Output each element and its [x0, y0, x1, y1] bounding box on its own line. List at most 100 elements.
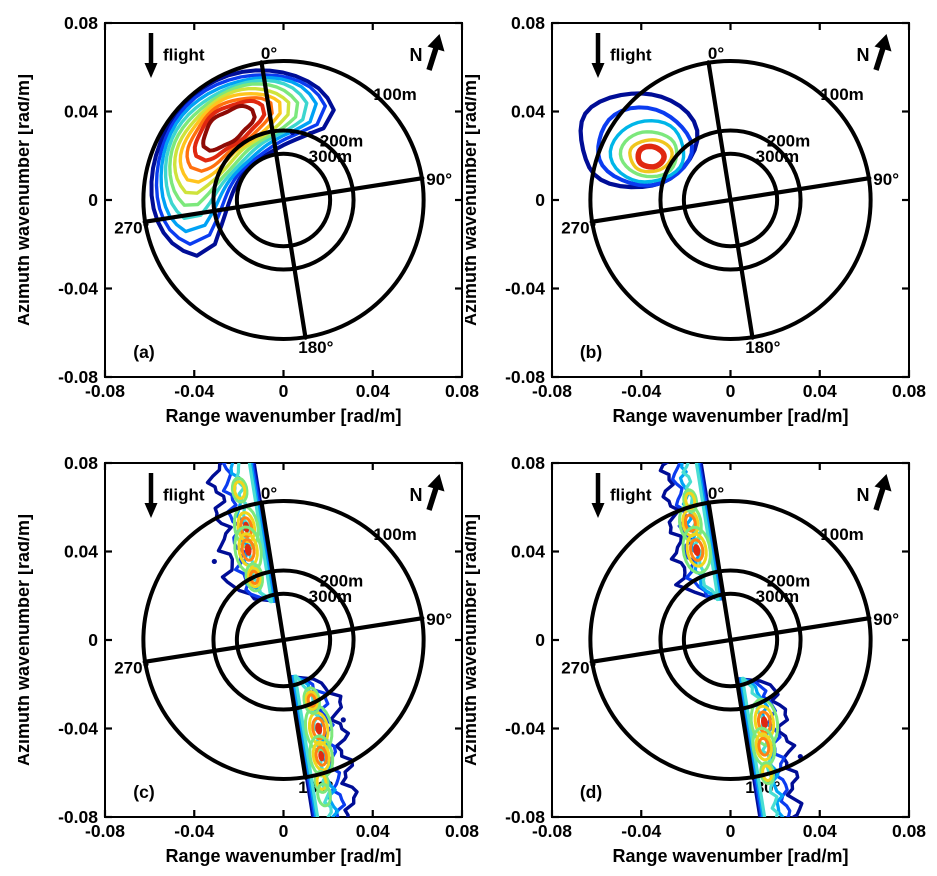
- hotspot-core: [318, 750, 325, 762]
- y-tick-label: 0.08: [64, 455, 98, 473]
- y-axis-title: Azimuth wavenumber [rad/m]: [465, 74, 480, 326]
- wavelength-ring: [234, 151, 333, 249]
- wavelength-ring: [681, 151, 780, 249]
- flight-arrow-icon: [144, 63, 158, 78]
- hotspot-ring: [689, 538, 705, 562]
- north-arrow-icon: [427, 474, 445, 492]
- contour-level: [290, 675, 347, 817]
- hotspot-ring: [313, 769, 330, 794]
- x-tick-label: 0: [279, 381, 289, 401]
- hotspot-core: [244, 543, 252, 556]
- hotspot-ring: [682, 488, 698, 514]
- x-tick-label: 0.08: [892, 381, 926, 401]
- hotspot-ring: [754, 732, 773, 762]
- north-arrow-icon: [426, 487, 439, 511]
- y-tick-label: -0.04: [58, 719, 98, 739]
- hotspot-ring: [757, 736, 771, 757]
- ring-label: 200m: [767, 131, 810, 150]
- direction-axis-line: [142, 176, 425, 224]
- contour-level: [596, 105, 694, 188]
- contour-level: [608, 119, 686, 184]
- y-tick-label: 0: [88, 190, 98, 210]
- ring-label: 300m: [309, 147, 352, 166]
- angle-label: 0°: [708, 44, 724, 63]
- hotspot-ring: [230, 476, 249, 504]
- y-tick-label: -0.08: [505, 367, 545, 387]
- wavelength-ring: [141, 499, 426, 781]
- y-tick-label: 0.04: [511, 542, 545, 562]
- x-axis-title: Range wavenumber [rad/m]: [612, 406, 848, 426]
- hotspot-ring: [761, 764, 774, 782]
- x-tick-label: 0.04: [356, 381, 390, 401]
- contour-level: [201, 103, 257, 153]
- panel-c: -0.08 -0.04 0 0.04 0.08 0.08 0.04 0 -0.04 -0.08 Ra…: [18, 455, 488, 875]
- x-tick-label: -0.08: [85, 821, 125, 841]
- flight-label: flight: [163, 46, 205, 65]
- hotspot-ring: [307, 711, 330, 747]
- contour-level: [159, 76, 318, 234]
- contour-level: [658, 463, 725, 601]
- north-arrow-icon: [873, 487, 886, 511]
- panel-letter: (b): [580, 342, 602, 362]
- contour-speck: [340, 717, 346, 723]
- x-tick-label: 0: [726, 381, 736, 401]
- hotspot-ring: [240, 538, 256, 562]
- contour-level: [168, 82, 300, 207]
- angle-label: 270°: [561, 659, 596, 678]
- north-label: N: [857, 45, 870, 65]
- hotspot-ring: [759, 761, 775, 786]
- angle-label: 180°: [745, 338, 780, 357]
- angle-label: 0°: [261, 484, 277, 503]
- ring-label: 100m: [820, 525, 863, 544]
- contour-level: [185, 96, 274, 173]
- x-tick-label: -0.08: [85, 381, 125, 401]
- x-tick-label: 0.08: [892, 821, 926, 841]
- x-tick-label: 0.04: [803, 821, 837, 841]
- hotspot-ring: [314, 745, 328, 767]
- ring-label: 200m: [320, 571, 363, 590]
- angle-label: 270°: [114, 219, 149, 238]
- north-label: N: [857, 485, 870, 505]
- hotspot-ring: [233, 480, 247, 500]
- x-tick-label: 0.04: [803, 381, 837, 401]
- y-tick-label: -0.04: [58, 279, 98, 299]
- hotspot-ring: [247, 566, 262, 589]
- y-tick-label: 0: [535, 190, 545, 210]
- x-tick-label: -0.04: [174, 821, 214, 841]
- hotspot-ring: [681, 525, 712, 575]
- hotspot-ring: [315, 773, 328, 791]
- x-tick-label: -0.08: [532, 821, 572, 841]
- north-arrow-icon: [874, 34, 892, 52]
- flight-label: flight: [610, 46, 652, 65]
- panel-a-plot: -0.08 -0.04 0 0.04 0.08 0.08 0.04 0 -0.04 -0.08 Ra…: [18, 15, 479, 426]
- ring-label: 100m: [373, 85, 416, 104]
- y-axis-title: Azimuth wavenumber [rad/m]: [18, 74, 33, 326]
- panel-letter: (a): [133, 342, 154, 362]
- x-tick-label: 0.04: [356, 821, 390, 841]
- x-axis-title: Range wavenumber [rad/m]: [165, 846, 401, 866]
- contour-level: [149, 68, 336, 258]
- hotspot-core: [761, 716, 768, 729]
- flight-label: flight: [163, 486, 205, 505]
- contour-level: [628, 138, 674, 174]
- hotspot-ring: [311, 716, 327, 741]
- wavelength-ring: [658, 568, 803, 712]
- panel-c-plot: -0.08 -0.04 0 0.04 0.08 0.08 0.04 0 -0.04 -0.08 Ra…: [18, 455, 479, 866]
- wavelength-ring: [588, 499, 873, 781]
- y-tick-label: -0.08: [58, 807, 98, 827]
- wavelength-ring: [588, 59, 873, 341]
- y-tick-label: -0.08: [58, 367, 98, 387]
- x-axis-title: Range wavenumber [rad/m]: [612, 846, 848, 866]
- angle-label: 0°: [708, 484, 724, 503]
- angle-label: 0°: [261, 44, 277, 63]
- panel-letter: (c): [133, 782, 154, 802]
- hotspot-ring: [685, 532, 708, 568]
- angle-label: 90°: [426, 170, 452, 189]
- angle-label: 180°: [298, 338, 333, 357]
- flight-arrow-icon: [144, 503, 158, 518]
- contour-level: [173, 87, 291, 195]
- y-tick-label: 0: [535, 630, 545, 650]
- ring-label: 200m: [767, 571, 810, 590]
- x-tick-label: -0.04: [621, 381, 661, 401]
